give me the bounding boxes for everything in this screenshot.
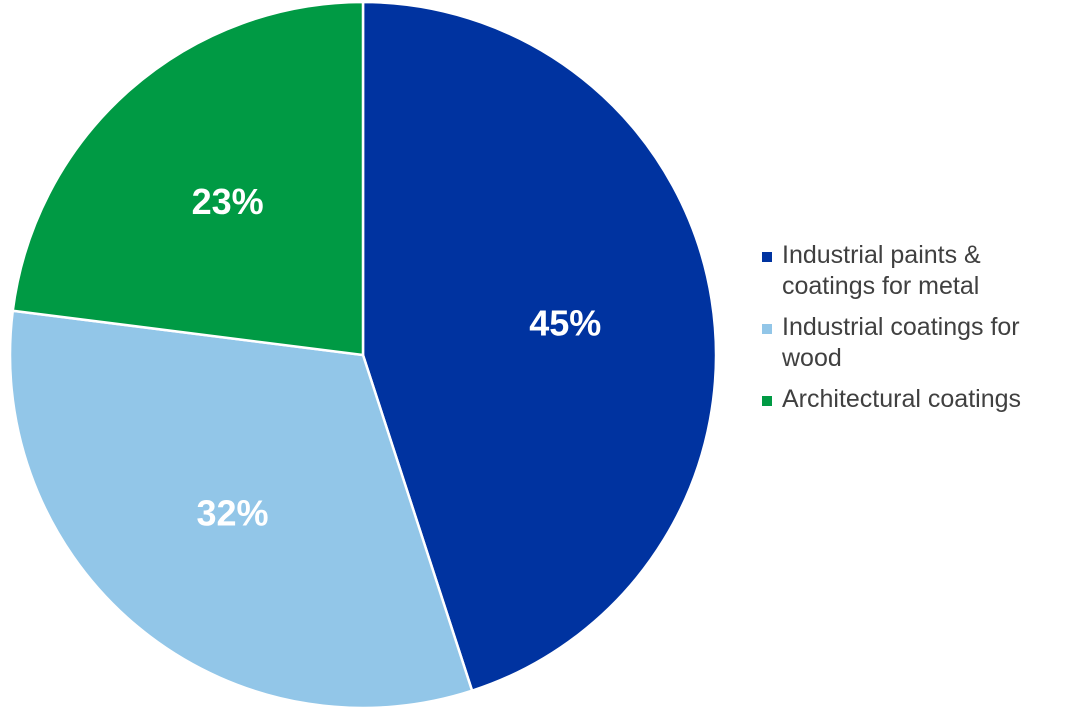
legend-swatch-metal <box>762 252 772 262</box>
slice-label-architectural: 23% <box>192 181 264 222</box>
chart-legend: Industrial paints & coatings for metal I… <box>762 240 1080 425</box>
legend-item-wood: Industrial coatings for wood <box>762 312 1080 374</box>
pie-labels: 45% 32% 23% <box>192 181 602 533</box>
legend-swatch-wood <box>762 324 772 334</box>
legend-label-architectural: Architectural coatings <box>782 385 1022 413</box>
pie-slice-wood <box>8 309 474 710</box>
legend-label-wood: Industrial coatings for wood <box>782 313 1020 372</box>
legend-item-metal: Industrial paints & coatings for metal <box>762 240 1080 302</box>
pie-slice-architectural <box>11 0 365 357</box>
legend-label-metal: Industrial paints & coatings for metal <box>782 241 981 300</box>
legend-item-architectural: Architectural coatings <box>762 384 1080 415</box>
legend-swatch-architectural <box>762 396 772 406</box>
pie-slice-metal <box>361 0 718 693</box>
pie-slices <box>8 0 718 710</box>
slice-label-wood: 32% <box>196 492 268 533</box>
slice-label-metal: 45% <box>529 302 601 343</box>
